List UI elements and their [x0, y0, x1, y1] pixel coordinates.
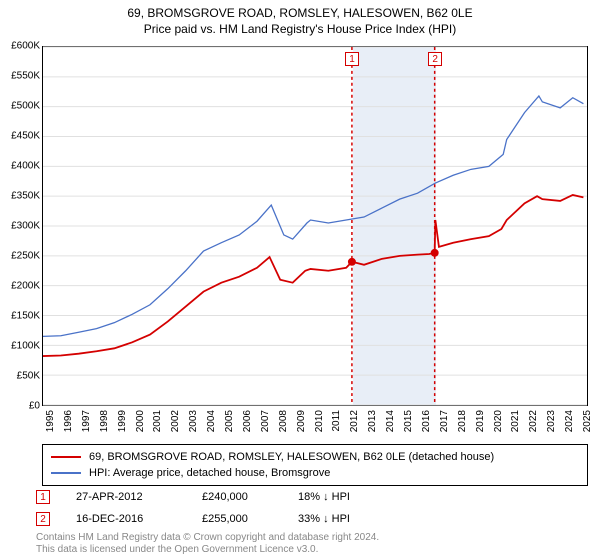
x-axis-label: 2012 — [349, 410, 360, 432]
x-axis-label: 2021 — [510, 410, 521, 432]
x-axis-label: 1999 — [117, 410, 128, 432]
sale-pct-1: 18% ↓ HPI — [298, 491, 418, 503]
sale-price-2: £255,000 — [202, 513, 282, 525]
x-axis-label: 2011 — [331, 410, 342, 432]
sale-price-1: £240,000 — [202, 491, 282, 503]
x-axis-label: 2014 — [385, 410, 396, 432]
x-axis-label: 2025 — [582, 410, 593, 432]
chart-svg — [43, 47, 587, 405]
x-axis-label: 2022 — [528, 410, 539, 432]
x-axis-label: 2010 — [314, 410, 325, 432]
sale-date-1: 27-APR-2012 — [76, 491, 186, 503]
x-axis-label: 1997 — [81, 410, 92, 432]
x-axis-label: 1995 — [45, 410, 56, 432]
sale-row-1: 1 27-APR-2012 £240,000 18% ↓ HPI — [36, 486, 418, 508]
y-axis-label: £500K — [2, 101, 40, 112]
y-axis-label: £350K — [2, 191, 40, 202]
y-axis-label: £100K — [2, 341, 40, 352]
event-marker-1: 1 — [345, 52, 359, 66]
y-axis-label: £550K — [2, 71, 40, 82]
legend-item-property: 69, BROMSGROVE ROAD, ROMSLEY, HALESOWEN,… — [51, 449, 579, 465]
sale-date-2: 16-DEC-2016 — [76, 513, 186, 525]
x-axis-label: 2008 — [278, 410, 289, 432]
y-axis-label: £300K — [2, 221, 40, 232]
x-axis-label: 2009 — [296, 410, 307, 432]
x-axis-label: 2016 — [421, 410, 432, 432]
sale-pct-2: 33% ↓ HPI — [298, 513, 418, 525]
x-axis-label: 2017 — [439, 410, 450, 432]
sale-row-2: 2 16-DEC-2016 £255,000 33% ↓ HPI — [36, 508, 418, 530]
sale-number-2-box: 2 — [36, 512, 50, 526]
chart-subtitle: Price paid vs. HM Land Registry's House … — [0, 20, 600, 36]
x-axis-label: 2001 — [152, 410, 163, 432]
x-axis-label: 2018 — [457, 410, 468, 432]
legend-swatch-property — [51, 456, 81, 458]
x-axis-label: 2019 — [475, 410, 486, 432]
x-axis-label: 2000 — [135, 410, 146, 432]
legend-item-hpi: HPI: Average price, detached house, Brom… — [51, 465, 579, 481]
footnote-line2: This data is licensed under the Open Gov… — [36, 544, 379, 556]
x-axis-label: 2002 — [170, 410, 181, 432]
y-axis-label: £200K — [2, 281, 40, 292]
legend-label-hpi: HPI: Average price, detached house, Brom… — [89, 465, 330, 481]
legend-swatch-hpi — [51, 472, 81, 474]
x-axis-label: 2004 — [206, 410, 217, 432]
x-axis-label: 2020 — [493, 410, 504, 432]
sale-number-1-box: 1 — [36, 490, 50, 504]
y-axis-label: £250K — [2, 251, 40, 262]
x-axis-label: 2015 — [403, 410, 414, 432]
y-axis-label: £150K — [2, 311, 40, 322]
x-axis-label: 2005 — [224, 410, 235, 432]
x-axis-label: 2007 — [260, 410, 271, 432]
x-axis-label: 2003 — [188, 410, 199, 432]
footnote: Contains HM Land Registry data © Crown c… — [36, 532, 379, 556]
legend-label-property: 69, BROMSGROVE ROAD, ROMSLEY, HALESOWEN,… — [89, 449, 494, 465]
x-axis-label: 2013 — [367, 410, 378, 432]
x-axis-label: 1996 — [63, 410, 74, 432]
y-axis-label: £0 — [2, 401, 40, 412]
sale-table: 1 27-APR-2012 £240,000 18% ↓ HPI 2 16-DE… — [36, 486, 418, 530]
y-axis-label: £600K — [2, 41, 40, 52]
x-axis-label: 2006 — [242, 410, 253, 432]
footnote-line1: Contains HM Land Registry data © Crown c… — [36, 532, 379, 544]
y-axis-label: £50K — [2, 371, 40, 382]
legend-box: 69, BROMSGROVE ROAD, ROMSLEY, HALESOWEN,… — [42, 444, 588, 486]
event-marker-2: 2 — [428, 52, 442, 66]
y-axis-label: £450K — [2, 131, 40, 142]
x-axis-label: 2024 — [564, 410, 575, 432]
chart-plot-area — [42, 46, 588, 406]
y-axis-label: £400K — [2, 161, 40, 172]
x-axis-label: 1998 — [99, 410, 110, 432]
x-axis-label: 2023 — [546, 410, 557, 432]
chart-title: 69, BROMSGROVE ROAD, ROMSLEY, HALESOWEN,… — [0, 0, 600, 20]
